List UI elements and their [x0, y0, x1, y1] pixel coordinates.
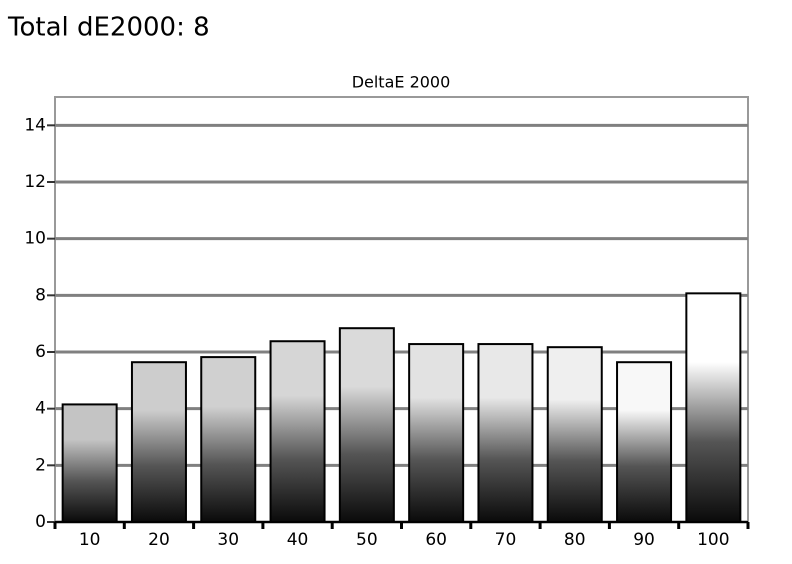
x-tick-label: 50: [356, 530, 378, 550]
bar: [616, 361, 673, 524]
x-tick-label: 90: [633, 530, 655, 550]
x-tick-label: 40: [287, 530, 309, 550]
y-tick-label: 10: [24, 229, 46, 249]
x-tick-label: 20: [148, 530, 170, 550]
x-tick-label: 100: [697, 530, 729, 550]
x-tick-label: 80: [564, 530, 586, 550]
x-tick-label: 10: [79, 530, 101, 550]
x-tick-label: 60: [425, 530, 447, 550]
bar: [477, 343, 534, 524]
y-tick-label: 6: [35, 342, 46, 362]
bar: [685, 292, 742, 523]
y-tick-label: 0: [35, 512, 46, 532]
bar: [130, 361, 187, 524]
x-tick-label: 30: [217, 530, 239, 550]
bar: [200, 356, 257, 523]
y-tick-label: 2: [35, 455, 46, 475]
bar: [546, 346, 603, 523]
chart-title: DeltaE 2000: [352, 73, 451, 92]
y-tick-label: 8: [35, 285, 46, 305]
y-tick-label: 12: [24, 172, 46, 192]
x-tick-label: 70: [495, 530, 517, 550]
bar: [269, 340, 326, 523]
y-tick-label: 14: [24, 115, 46, 135]
bar: [338, 327, 395, 524]
bar: [61, 403, 118, 523]
y-tick-label: 4: [35, 399, 46, 419]
bar: [408, 343, 465, 524]
page-title: Total dE2000: 8: [7, 13, 210, 43]
